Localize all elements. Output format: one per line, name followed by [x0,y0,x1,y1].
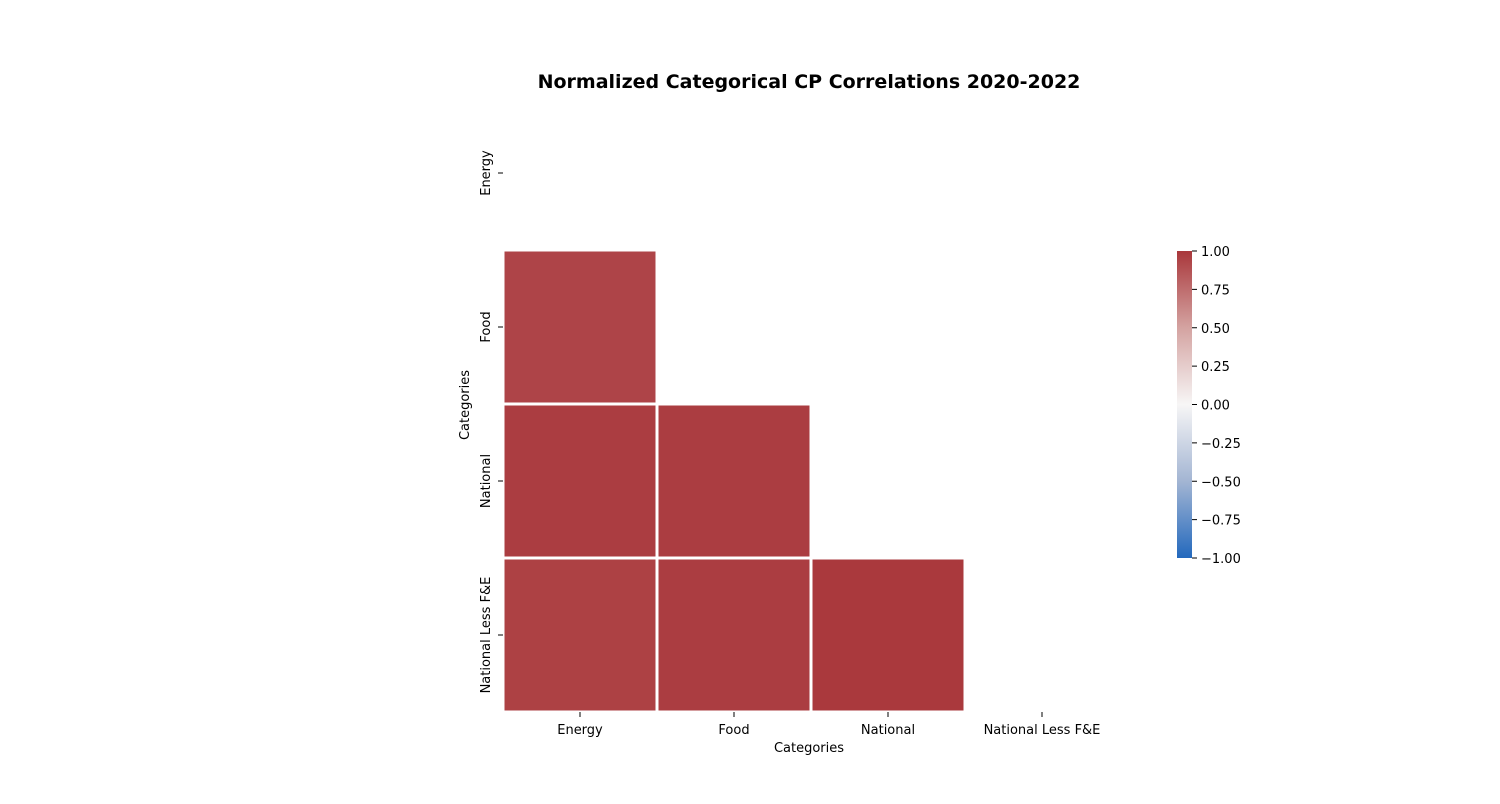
x-axis-ticks: Energy Food National National Less F&E [557,712,1100,738]
colorbar-tick-label: −0.75 [1201,514,1241,529]
heatmap-cell [501,248,659,406]
y-axis-label: Categories [458,370,473,440]
y-tick-label: Food [479,311,494,342]
colorbar-tick-label: −0.25 [1201,437,1241,452]
colorbar-tick-label: −0.50 [1201,475,1241,490]
heatmap-cell [809,556,967,714]
colorbar-tick-label: 0.75 [1201,283,1230,298]
x-tick-label: Energy [557,723,603,738]
colorbar-ticks: 1.00 0.75 0.50 0.25 0.00 −0.25 −0.50 −0.75 −1.00 [1192,245,1241,567]
x-axis-label: Categories [774,741,844,756]
y-axis-ticks: Energy Food National National Less F&E [479,150,503,693]
x-tick-label: Food [718,723,749,738]
y-tick-label: National Less F&E [479,577,494,694]
heatmap-cell [501,556,659,714]
colorbar-tick-label: −1.00 [1201,552,1241,567]
chart-title: Normalized Categorical CP Correlations 2… [538,71,1081,93]
colorbar-tick-label: 1.00 [1201,245,1230,260]
heatmap-cell [655,556,813,714]
colorbar: 1.00 0.75 0.50 0.25 0.00 −0.25 −0.50 −0.75 −1.00 [1177,245,1241,567]
y-tick-label: National [479,454,494,508]
colorbar-tick-label: 0.00 [1201,399,1230,414]
heatmap-cells [501,248,967,714]
colorbar-tick-label: 0.50 [1201,322,1230,337]
colorbar-gradient [1177,251,1192,558]
x-tick-label: National Less F&E [984,723,1101,738]
y-tick-label: Energy [479,150,494,196]
x-tick-label: National [861,723,915,738]
heatmap-cell [501,402,659,560]
colorbar-tick-label: 0.25 [1201,360,1230,375]
heatmap-cell [655,402,813,560]
